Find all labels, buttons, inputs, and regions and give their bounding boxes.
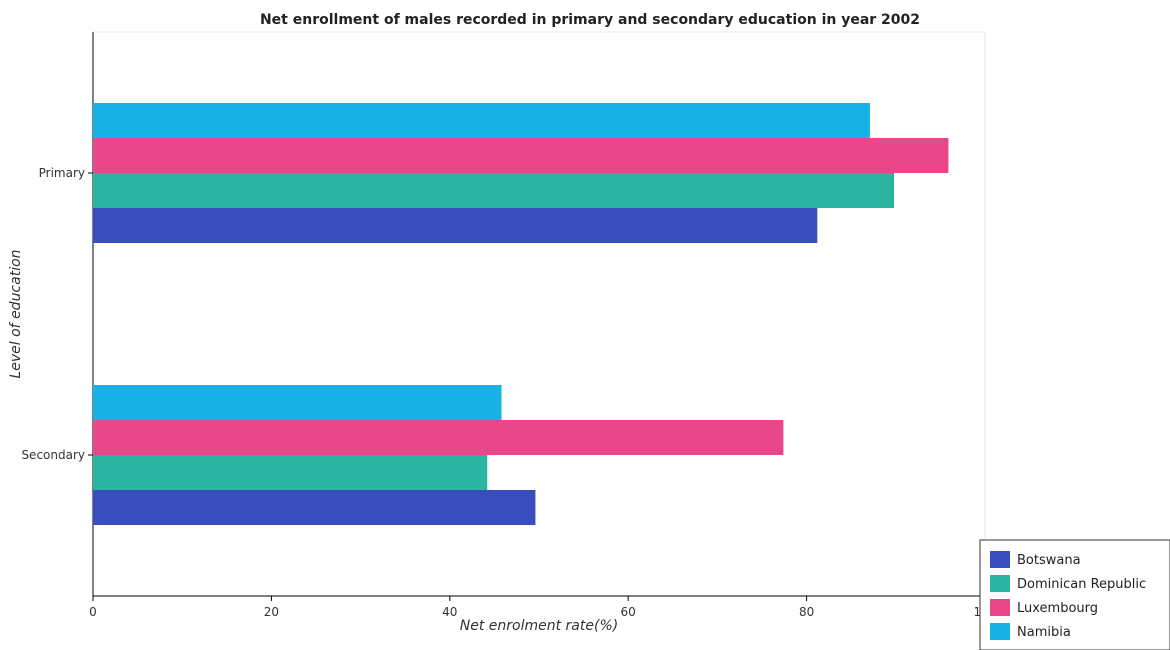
bar-secondary-botswana [93, 490, 536, 525]
bar-primary-luxembourg [93, 138, 949, 173]
legend-box [979, 539, 1170, 650]
legend-swatch [990, 551, 1010, 568]
y-ticks: Primary Secondary [21, 166, 93, 462]
x-axis-label: Net enrolment rate(%) [460, 618, 618, 634]
bar-secondary-namibia [93, 385, 502, 420]
x-ticks: 020406080100 [89, 596, 996, 619]
x-tick-label: 80 [799, 605, 814, 619]
y-axis-label: Level of education [8, 249, 24, 378]
legend-swatch [990, 599, 1010, 616]
bar-primary-dominican-republic [93, 173, 895, 208]
legend: Botswana Dominican Republic Luxembourg Nami… [979, 539, 1170, 650]
bar-secondary-luxembourg [93, 420, 784, 455]
x-tick-label: 40 [442, 605, 457, 619]
x-tick-label: 0 [89, 605, 97, 619]
bars-group [93, 103, 949, 525]
legend-label: Luxembourg [1017, 601, 1098, 616]
legend-label: Namibia [1017, 625, 1071, 640]
legend-swatch [990, 575, 1010, 592]
bar-primary-namibia [93, 103, 870, 138]
y-tick-label: Primary [39, 166, 85, 180]
x-tick-label: 60 [621, 605, 636, 619]
legend-label: Botswana [1017, 553, 1081, 568]
y-tick-label: Secondary [21, 448, 85, 462]
legend-swatch [990, 623, 1010, 640]
bar-secondary-dominican-republic [93, 455, 488, 490]
bar-primary-botswana [93, 208, 818, 243]
legend-label: Dominican Republic [1017, 577, 1146, 592]
chart-title: Net enrollment of males recorded in prim… [260, 12, 920, 28]
x-tick-label: 20 [264, 605, 279, 619]
